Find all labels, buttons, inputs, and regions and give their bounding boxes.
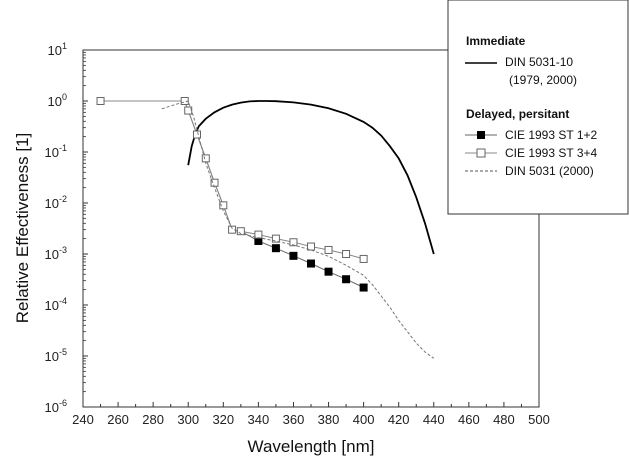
marker-cie_st12 [342, 275, 351, 284]
series-line-din_delayed [161, 100, 435, 359]
x-tick-label: 380 [318, 412, 340, 427]
y-tick-label: 10-4 [45, 296, 67, 313]
marker-cie_st12 [271, 244, 280, 253]
y-tick-label: 101 [48, 41, 67, 58]
series-line-cie_st12 [100, 100, 364, 288]
marker-cie_st34 [96, 97, 105, 105]
marker-cie_st34 [289, 238, 298, 247]
x-tick-label: 280 [142, 412, 164, 427]
y-axis-title: Relative Effectiveness [1] [13, 133, 32, 324]
marker-cie_st34 [342, 250, 351, 258]
marker-cie_st34 [193, 130, 201, 139]
x-tick-label: 340 [248, 412, 270, 427]
y-tick-label: 10-1 [45, 143, 67, 160]
legend-label-cie-st34: CIE 1993 ST 3+4 [505, 146, 598, 160]
x-tick-label: 400 [353, 412, 375, 427]
marker-cie_st12 [359, 283, 368, 292]
x-tick-label: 460 [458, 412, 480, 427]
marker-cie_st34 [219, 201, 228, 210]
tick-layer: 240 260 280 300 320 340 360 380 400 420 440 460 480 5… [45, 41, 550, 427]
marker-cie_st34 [307, 242, 315, 251]
legend-marker-cie-st12 [477, 131, 485, 139]
marker-cie_st34 [324, 245, 333, 254]
legend-marker-cie-st34 [476, 148, 486, 158]
x-tick-label: 420 [388, 412, 410, 427]
x-axis-title: Wavelength [nm] [248, 437, 375, 456]
x-tick-label: 480 [493, 412, 515, 427]
marker-cie_st34 [201, 154, 210, 163]
marker-cie_st12 [289, 251, 298, 260]
legend-group-delayed-title: Delayed, persitant [466, 107, 569, 121]
y-tick-label: 100 [48, 92, 67, 109]
marker-cie_st34 [184, 106, 193, 115]
legend-label-cie-st12: CIE 1993 ST 1+2 [505, 128, 598, 142]
x-tick-label: 300 [177, 412, 199, 427]
legend-frame [447, 0, 629, 215]
y-tick-label: 10-6 [45, 398, 67, 415]
marker-cie_st34 [359, 254, 368, 263]
series-line-cie_st34 [100, 100, 364, 260]
legend-label-din-immediate-line2: (1979, 2000) [509, 73, 577, 87]
marker-cie_st34 [210, 178, 219, 187]
y-tick-label: 10-3 [45, 245, 67, 262]
marker-cie_st34 [236, 227, 245, 236]
y-tick-label: 10-2 [45, 194, 67, 211]
marker-cie_st34 [271, 234, 280, 243]
marker-cie_st12 [307, 259, 315, 268]
y-tick-label: 10-5 [45, 347, 67, 364]
x-tick-label: 260 [107, 412, 129, 427]
legend-label-din-immediate-line1: DIN 5031-10 [505, 55, 573, 69]
x-tick-label: 500 [528, 412, 550, 427]
legend-group-immediate-title: Immediate [466, 34, 526, 48]
marker-cie_st12 [324, 267, 333, 276]
marker-cie_st34 [228, 225, 237, 234]
legend: Immediate DIN 5031-10 (1979, 2000) Delay… [447, 0, 629, 215]
marker-cie_st34 [254, 230, 263, 239]
legend-label-din-delayed: DIN 5031 (2000) [505, 164, 594, 178]
x-tick-label: 320 [212, 412, 234, 427]
x-tick-label: 360 [283, 412, 305, 427]
x-tick-label: 440 [423, 412, 445, 427]
series-line-din_immediate [187, 100, 435, 255]
x-tick-label: 240 [72, 412, 94, 427]
series-layer [96, 97, 435, 359]
